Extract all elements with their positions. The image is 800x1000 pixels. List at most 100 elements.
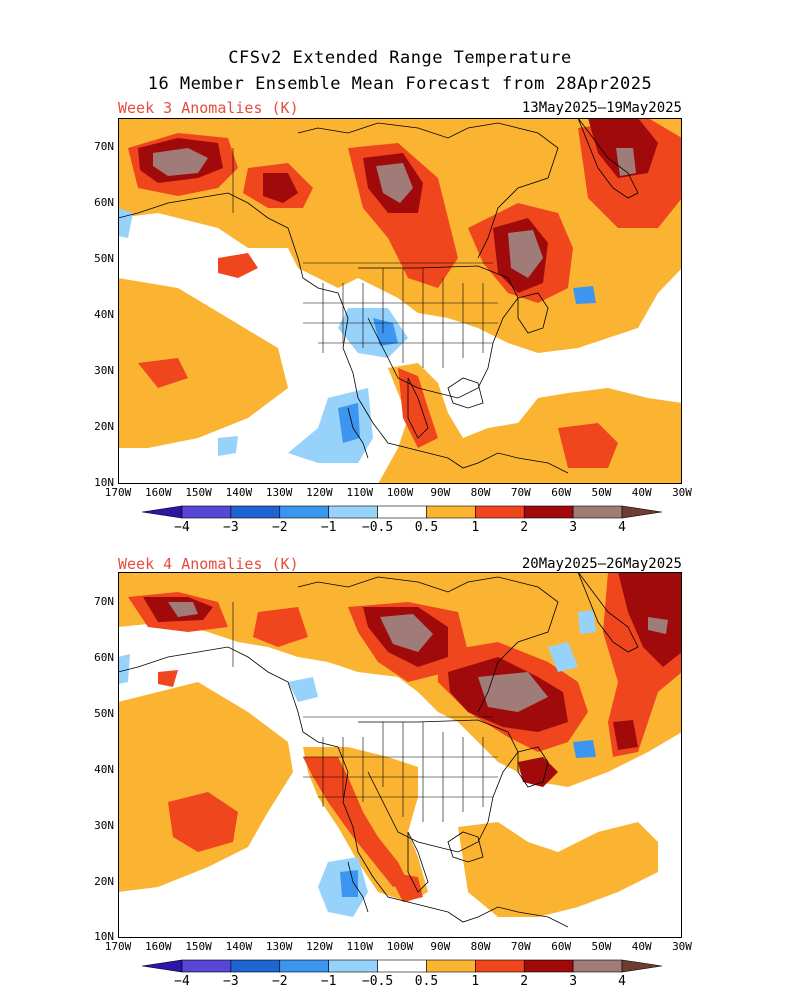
lat-label-70n: 70N: [94, 140, 114, 153]
lon-label: 130W: [265, 486, 293, 499]
colorbar-swatch: [230, 959, 281, 973]
week3-label: Week 3 Anomalies (K): [118, 99, 299, 117]
colorbar-tick: −0.5: [361, 974, 394, 989]
lon-label: 60W: [551, 940, 572, 953]
lon-label: 150W: [185, 940, 212, 953]
lat-label-70n: 70N: [94, 595, 114, 608]
lon-label: 50W: [591, 486, 612, 499]
colorbar-tick: 1: [471, 520, 480, 535]
lat-label-30n: 30N: [94, 819, 114, 832]
anomaly-neg-2-1-region: [338, 286, 596, 443]
lon-label: 50W: [591, 940, 612, 953]
lat-label-20n: 20N: [94, 875, 114, 888]
lon-label: 130W: [265, 940, 293, 953]
colorbar-tick: −0.5: [361, 520, 394, 535]
lon-label: 40W: [631, 940, 652, 953]
colorbar-week4: [141, 958, 663, 978]
colorbar-swatch: [377, 959, 427, 973]
lat-label-30n: 30N: [94, 364, 114, 377]
colorbar-tick: −3: [223, 520, 239, 535]
lon-label: 170W: [104, 486, 132, 499]
colorbar-tick: 4: [618, 520, 626, 535]
lon-label: 140W: [225, 486, 253, 499]
colorbar-tick: −1: [320, 520, 337, 535]
colorbar-tick: 1: [471, 974, 480, 989]
week4-map: [118, 572, 682, 938]
anomaly-3-4-region: [153, 148, 636, 278]
state-borders: [232, 148, 498, 368]
lon-label: 70W: [510, 940, 531, 953]
lat-label-50n: 50N: [94, 252, 114, 265]
colorbar-swatch: [572, 959, 623, 973]
lon-label: 60W: [551, 486, 572, 499]
lat-label-40n: 40N: [94, 763, 114, 776]
lon-label: 150W: [185, 486, 212, 499]
title-line-1: CFSv2 Extended Range Temperature: [228, 48, 572, 68]
colorbar-tick: 2: [520, 974, 529, 989]
lon-label: 30W: [672, 940, 692, 953]
anomaly-neg-2-1-region: [340, 740, 596, 897]
lon-label: 80W: [470, 486, 491, 499]
colorbar-arrow-low: [141, 505, 183, 519]
anomaly-3-4-region: [168, 602, 668, 712]
colorbar-arrow-high: [621, 959, 663, 973]
lon-label: 140W: [225, 940, 253, 953]
colorbar-swatch: [475, 959, 525, 973]
lon-label: 80W: [470, 940, 491, 953]
colorbar-tick: 0.5: [414, 974, 439, 989]
colorbar-week3: [141, 504, 663, 524]
colorbar-swatch: [181, 959, 232, 973]
lat-label-20n: 20N: [94, 420, 114, 433]
colorbar-tick: 4: [618, 974, 626, 989]
colorbar-swatch: [279, 505, 329, 519]
lon-label: 160W: [145, 486, 172, 499]
lon-label: 110W: [346, 486, 373, 499]
colorbar-tick: −4: [174, 974, 190, 989]
colorbar-swatch: [426, 959, 476, 973]
colorbar-tick: −1: [320, 974, 337, 989]
colorbar-tick: −2: [271, 974, 288, 989]
colorbar-swatch: [475, 505, 525, 519]
lon-label: 170W: [104, 940, 132, 953]
week4-dates: 20May2025–26May2025: [521, 556, 682, 572]
lat-label-50n: 50N: [94, 707, 114, 720]
colorbar-swatch: [328, 959, 378, 973]
colorbar-arrow-high: [621, 505, 663, 519]
lon-label: 30W: [672, 486, 692, 499]
lon-label: 120W: [306, 486, 333, 499]
lon-label: 40W: [631, 486, 652, 499]
colorbar-swatch: [230, 505, 281, 519]
colorbar-arrow-low: [141, 959, 183, 973]
lon-label: 110W: [346, 940, 373, 953]
lon-label: 120W: [306, 940, 333, 953]
lon-label: 160W: [145, 940, 172, 953]
week3-map: [118, 118, 682, 484]
colorbar-tick: 3: [569, 520, 578, 535]
colorbar-swatch: [279, 959, 329, 973]
lon-label: 90W: [430, 940, 451, 953]
colorbar-swatch: [572, 505, 623, 519]
colorbar-swatch: [523, 959, 574, 973]
colorbar-tick: −4: [174, 520, 190, 535]
colorbar-swatch: [523, 505, 574, 519]
lat-label-40n: 40N: [94, 308, 114, 321]
colorbar-swatch: [181, 505, 232, 519]
state-borders: [232, 602, 498, 822]
lat-label-60n: 60N: [94, 196, 114, 209]
colorbar-swatch: [377, 505, 427, 519]
coastlines: [118, 118, 639, 474]
lat-label-10n: 10N: [94, 476, 114, 489]
lat-label-10n: 10N: [94, 930, 114, 943]
colorbar-swatch: [426, 505, 476, 519]
lat-label-60n: 60N: [94, 651, 114, 664]
lon-label: 100W: [386, 486, 414, 499]
colorbar-tick: 3: [569, 974, 578, 989]
colorbar-tick: −3: [223, 974, 239, 989]
colorbar-tick: 0.5: [414, 520, 439, 535]
title-line-2: 16 Member Ensemble Mean Forecast from 28…: [147, 74, 653, 94]
colorbar-tick: 2: [520, 520, 529, 535]
coastlines: [118, 572, 639, 928]
week4-label: Week 4 Anomalies (K): [118, 555, 299, 573]
week3-dates: 13May2025–19May2025: [521, 100, 682, 116]
colorbar-swatch: [328, 505, 378, 519]
